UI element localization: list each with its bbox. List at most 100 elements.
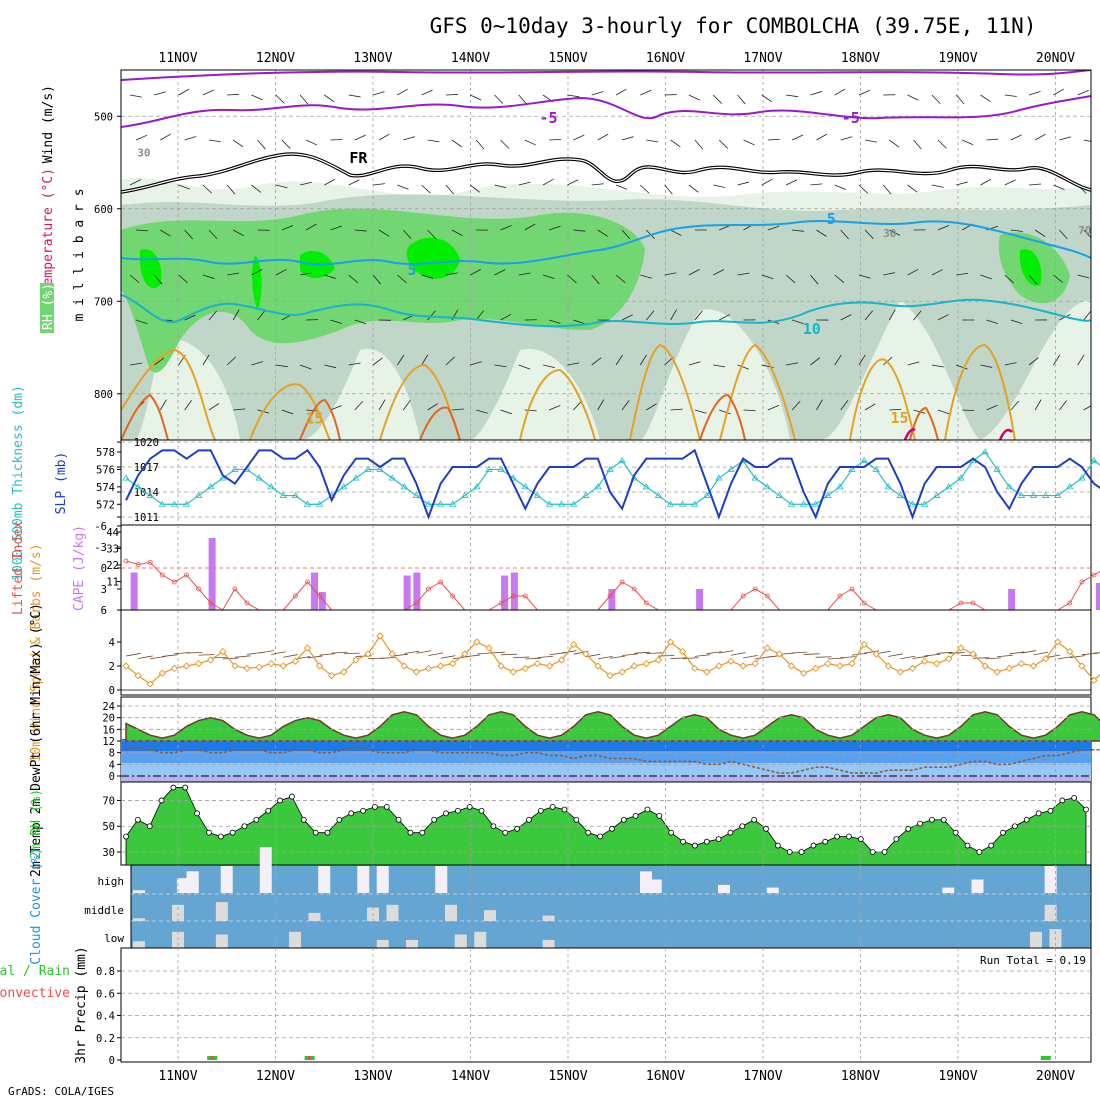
contour-label: FR: [349, 149, 368, 167]
cape-bar: [1008, 589, 1016, 610]
wind-barb: [178, 184, 190, 190]
wind-point: [993, 668, 1001, 676]
wind-barb: [615, 354, 623, 366]
thickness-point: [315, 500, 324, 507]
upper-air-ylabel: m i l l i b a r s: [72, 188, 87, 321]
wind-barb: [840, 136, 853, 141]
wind-barb: [858, 184, 868, 194]
wind-barb: [1077, 354, 1085, 366]
rh-point: [253, 816, 260, 823]
wind-barb: [737, 94, 746, 105]
thickness-point: [678, 500, 687, 507]
precip-convective-bar: [308, 1056, 312, 1060]
rh2m-axis-label: 2m RH (%): [29, 789, 44, 859]
wind-barb: [864, 403, 876, 411]
wind-point: [630, 662, 638, 670]
wind-point: [920, 657, 929, 665]
rh-point: [312, 829, 319, 836]
contour-label: -5: [539, 109, 557, 127]
wind10m-barb: [198, 654, 215, 656]
wind-point: [134, 671, 142, 680]
date-label-top: 12NOV: [256, 51, 295, 66]
wind-barb: [719, 314, 731, 321]
date-label-top: 13NOV: [353, 51, 392, 66]
contour-label: 30: [137, 146, 150, 159]
wind10m-barb: [694, 654, 711, 657]
cloud-gap-bar: [318, 866, 331, 893]
contour-label: 15: [305, 410, 323, 428]
lifted-index-axis-label: Lifted Index: [11, 521, 26, 615]
wind-tick: 2: [109, 661, 115, 673]
wind-barb: [986, 319, 999, 325]
wind-barb: [160, 229, 171, 237]
li-point: [970, 600, 976, 606]
wind-barb: [397, 88, 408, 96]
rh-tick: 70: [102, 795, 115, 807]
wind10m-barb: [150, 656, 166, 660]
rh-point: [443, 810, 449, 817]
wind-barb: [1034, 133, 1046, 141]
wind-barb: [542, 178, 554, 186]
wind-barb: [816, 399, 823, 411]
wind10m-barb: [609, 655, 626, 659]
rh-point: [952, 829, 959, 836]
cloud-gap-bar: [542, 915, 555, 921]
wind-barb: [378, 399, 386, 411]
wind-barb: [427, 229, 437, 240]
wind-barb: [451, 408, 464, 411]
wind-point: [848, 659, 856, 668]
rh-point: [336, 816, 343, 823]
wind-point: [412, 668, 421, 676]
cape-bar: [510, 572, 518, 610]
wind-barb: [937, 409, 950, 415]
cloud-gap-bar: [406, 939, 418, 948]
rh-point: [1035, 810, 1042, 817]
wind-barb: [1059, 400, 1067, 411]
wind-barb: [980, 94, 991, 102]
wind-barb: [1028, 274, 1038, 285]
wind-barb: [1029, 183, 1042, 186]
precip-convective-label: Convective: [0, 986, 70, 1001]
wind-barb: [980, 274, 992, 280]
thickness-point: [666, 500, 675, 507]
contour-10-cyan: [121, 294, 1091, 328]
contour-minus5-purple: [121, 95, 1091, 128]
thickness-point: [799, 500, 808, 507]
wind10m-barb: [186, 651, 203, 654]
li-point: [305, 579, 310, 585]
cape-bar: [208, 538, 216, 610]
thickness-point: [811, 500, 820, 507]
wind-barb: [330, 405, 342, 411]
wind-barb: [694, 139, 704, 150]
thickness-point: [146, 491, 154, 498]
wind-barb: [688, 269, 700, 276]
wind-barb: [913, 409, 926, 414]
wind-barb: [664, 272, 677, 276]
thickness-point: [594, 483, 602, 490]
rh-point: [123, 833, 129, 840]
wind-barb: [524, 409, 537, 412]
li-point: [607, 593, 613, 599]
rh2m-panel-yaxis: 30 50 70: [102, 795, 121, 859]
wind-barb: [135, 319, 148, 325]
wind10m-barb: [985, 657, 1001, 660]
cloud-gap-bar: [220, 866, 233, 893]
cape-li-panel: -6 -3 0 3 6 44 33 22 11 Lifted Index CAPE (J/kg): [11, 521, 1100, 617]
wind-barb: [427, 403, 438, 411]
wind-barb: [907, 361, 920, 366]
wind10m-barb: [924, 653, 941, 657]
wind-panel-yaxis: 0 2 4: [109, 637, 121, 697]
wind-barb: [202, 89, 214, 96]
cape-bar: [696, 589, 704, 610]
wind-barb: [889, 229, 901, 236]
slp-tick: 1011: [134, 512, 159, 524]
upper-air-panel: -5 -5 FR 5 5 10 15 15 30 30 70 500 600 700 800 m i l …: [40, 69, 1092, 441]
rh-point: [869, 849, 876, 855]
thickness-point: [497, 465, 505, 472]
li-point: [159, 572, 165, 578]
cloud-gap-bar: [376, 939, 389, 948]
wind-barb: [324, 364, 337, 369]
wind-point: [461, 650, 469, 658]
cloud-gap-bar: [308, 912, 321, 921]
li-point: [413, 600, 419, 606]
